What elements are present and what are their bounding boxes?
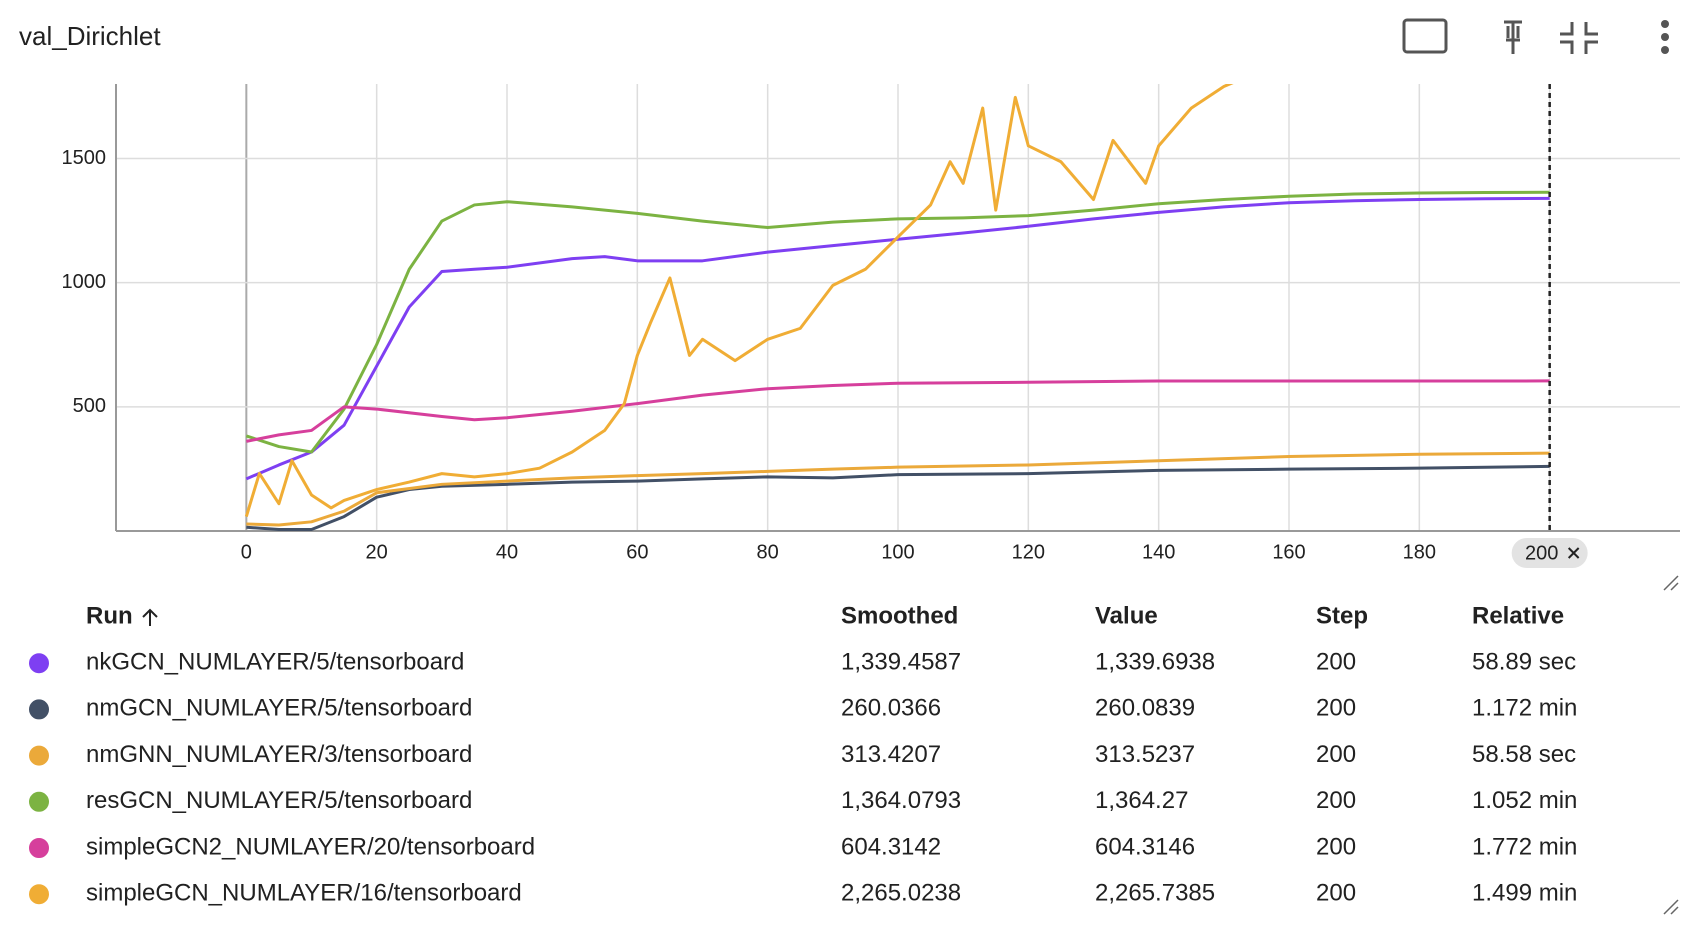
step-chip-close[interactable] xyxy=(1567,547,1580,559)
step-chip xyxy=(1511,538,1588,568)
run-name: nmGNN_NUMLAYER/3/tensorboard xyxy=(86,741,472,768)
series-line xyxy=(246,464,1550,531)
series-line xyxy=(244,84,1234,518)
x-tick-label: 180 xyxy=(1403,541,1436,563)
plot-lines xyxy=(244,84,1550,531)
table-header: Run xyxy=(86,602,133,629)
table-cell: 58.58 sec xyxy=(1472,741,1576,768)
pin-button[interactable] xyxy=(1504,20,1522,54)
y-tick-label: 500 xyxy=(73,395,106,417)
series-line xyxy=(245,190,1550,454)
x-tick-label: 0 xyxy=(241,541,252,563)
table-cell: 1.772 min xyxy=(1472,833,1577,860)
table-cell: 2,265.0238 xyxy=(841,880,961,907)
menu-button[interactable] xyxy=(1661,20,1669,54)
table-cell: 200 xyxy=(1316,695,1356,722)
x-tick-label: 120 xyxy=(1012,541,1045,563)
run-name: resGCN_NUMLAYER/5/tensorboard xyxy=(86,787,472,814)
sort-arrow xyxy=(142,608,158,626)
table-cell: 2,265.7385 xyxy=(1095,880,1215,907)
x-tick-label: 20 xyxy=(366,541,388,563)
x-tick-label: 100 xyxy=(881,541,914,563)
run-name: nkGCN_NUMLAYER/5/tensorboard xyxy=(86,649,464,676)
table-cell: 1,364.0793 xyxy=(841,787,961,814)
table-cell: 313.4207 xyxy=(841,741,941,768)
table-cell: 58.89 sec xyxy=(1472,649,1576,676)
run-name: nmGCN_NUMLAYER/5/tensorboard xyxy=(86,695,472,722)
table-cell: 1,339.6938 xyxy=(1095,649,1215,676)
fit-domain-button[interactable] xyxy=(1402,18,1448,54)
resize-handles xyxy=(1663,575,1679,915)
legend-dot xyxy=(27,743,51,768)
x-tick-label: 160 xyxy=(1272,541,1305,563)
y-tick-label: 1000 xyxy=(62,271,107,293)
legend-dot xyxy=(27,651,51,676)
series-line xyxy=(246,451,1550,527)
table-cell: 604.3142 xyxy=(841,833,941,860)
table-cell: 260.0839 xyxy=(1095,695,1195,722)
series-line xyxy=(246,379,1550,443)
run-name: simpleGCN_NUMLAYER/16/tensorboard xyxy=(86,880,522,907)
table-cell: 1.499 min xyxy=(1472,880,1577,907)
series-line xyxy=(245,196,1550,481)
expand-button[interactable] xyxy=(1560,22,1598,54)
table-header: Step xyxy=(1316,602,1368,629)
step-chip-label: 200 xyxy=(1525,542,1558,564)
card-title: val_Dirichlet xyxy=(19,21,161,51)
y-tick-label: 1500 xyxy=(62,147,107,169)
table-cell: 1.052 min xyxy=(1472,787,1577,814)
legend-dot xyxy=(27,789,51,814)
run-name: simpleGCN2_NUMLAYER/20/tensorboard xyxy=(86,833,535,860)
table-cell: 260.0366 xyxy=(841,695,941,722)
toolbar xyxy=(1402,18,1669,54)
table-header: Value xyxy=(1095,602,1158,629)
table-cell: 1,339.4587 xyxy=(841,649,961,676)
table-header: Relative xyxy=(1472,602,1564,629)
table-cell: 200 xyxy=(1316,787,1356,814)
legend-dot xyxy=(27,882,51,907)
table-cell: 200 xyxy=(1316,649,1356,676)
x-tick-label: 80 xyxy=(757,541,779,563)
table-cell: 200 xyxy=(1316,833,1356,860)
x-tick-label: 40 xyxy=(496,541,518,563)
legend-dot xyxy=(27,697,51,722)
table-cell: 604.3146 xyxy=(1095,833,1195,860)
table-cell: 1.172 min xyxy=(1472,695,1577,722)
table-cell: 200 xyxy=(1316,741,1356,768)
x-tick-label: 60 xyxy=(626,541,648,563)
table-cell: 313.5237 xyxy=(1095,741,1195,768)
legend-dot xyxy=(27,836,51,860)
table-header: Smoothed xyxy=(841,602,958,629)
table-cell: 1,364.27 xyxy=(1095,787,1188,814)
table-cell: 200 xyxy=(1316,880,1356,907)
x-tick-label: 140 xyxy=(1142,541,1175,563)
